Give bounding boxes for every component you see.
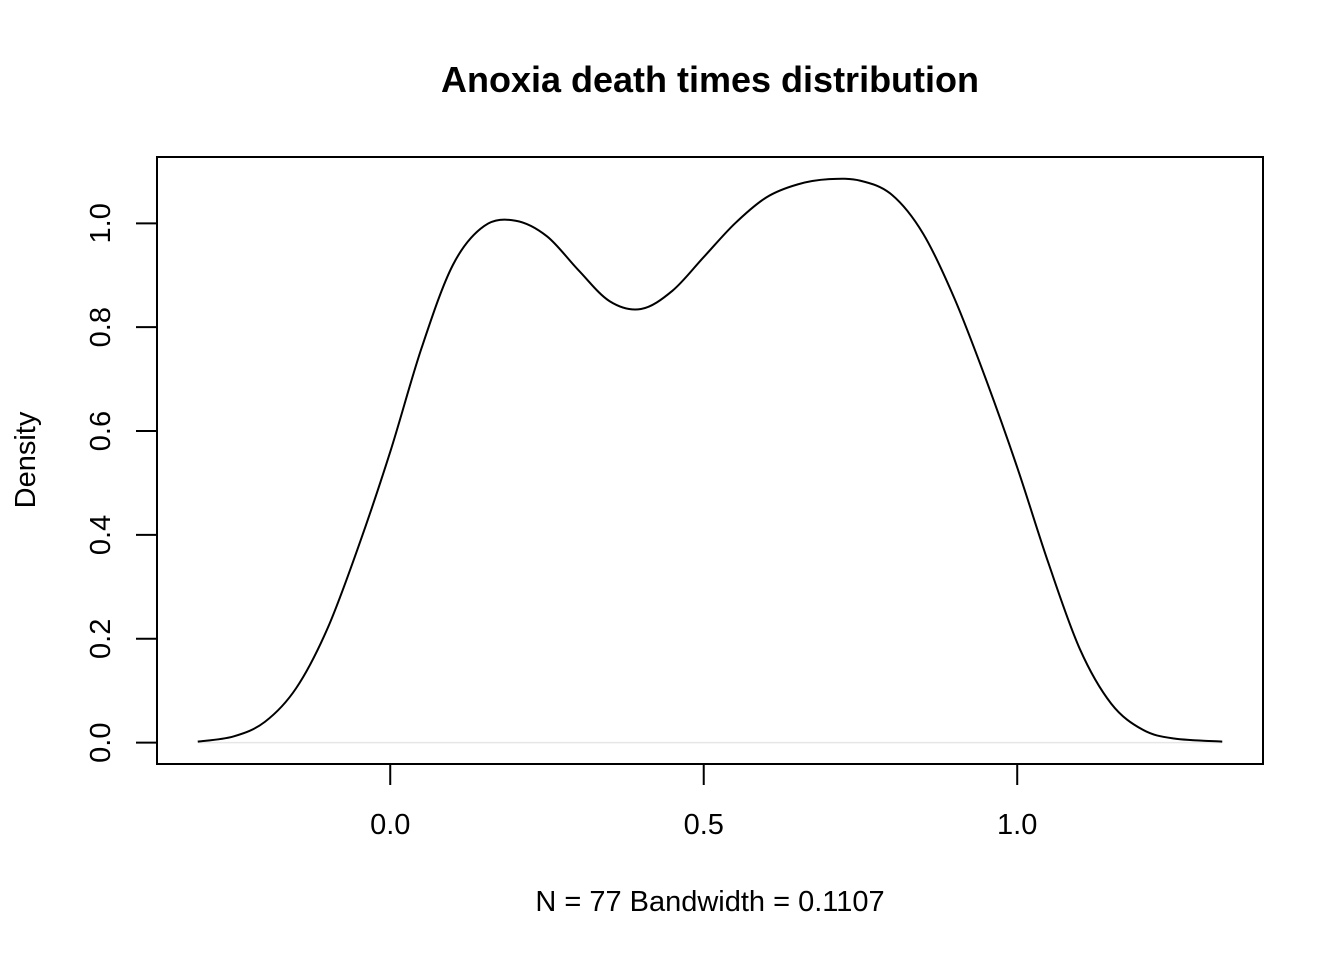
plot-frame bbox=[156, 156, 1264, 765]
y-tick-label-1: 0.2 bbox=[85, 619, 117, 659]
y-axis-label: Density bbox=[10, 411, 42, 508]
y-axis: 0.0 0.2 0.4 0.6 0.8 1.0 bbox=[85, 203, 158, 763]
x-axis: 0.0 0.5 1.0 bbox=[370, 763, 1037, 841]
density-curve bbox=[197, 177, 1223, 743]
y-tick-label-0: 0.0 bbox=[85, 722, 117, 762]
y-tick-label-4: 0.8 bbox=[85, 307, 117, 347]
x-tick-label-2: 1.0 bbox=[997, 809, 1037, 841]
chart-title: Anoxia death times distribution bbox=[441, 59, 979, 100]
y-tick-label-3: 0.6 bbox=[85, 411, 117, 451]
y-tick-label-5: 1.0 bbox=[85, 203, 117, 243]
x-tick-label-0: 0.0 bbox=[370, 809, 410, 841]
x-axis-ticks: 0.0 0.5 1.0 bbox=[370, 764, 1037, 841]
x-tick-label-1: 0.5 bbox=[684, 809, 724, 841]
y-axis-ticks: 0.0 0.2 0.4 0.6 0.8 1.0 bbox=[85, 203, 157, 763]
x-axis-label: N = 77 Bandwidth = 0.1107 bbox=[535, 886, 884, 918]
y-tick-label-2: 0.4 bbox=[85, 515, 117, 555]
